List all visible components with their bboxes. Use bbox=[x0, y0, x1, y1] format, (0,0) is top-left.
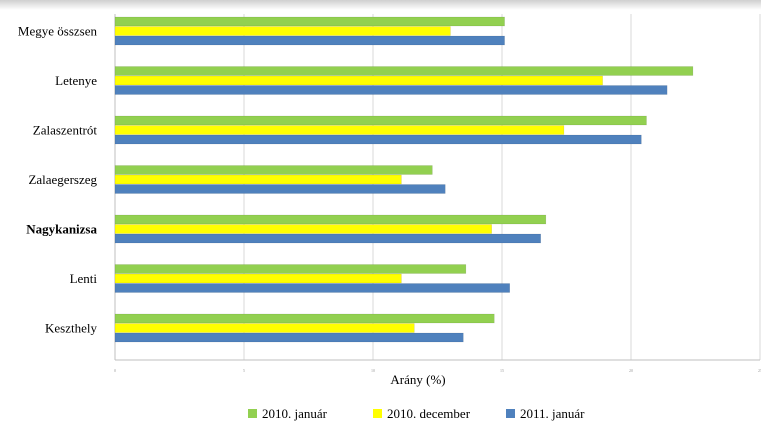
bar bbox=[114, 26, 451, 36]
bar bbox=[114, 264, 467, 274]
legend-swatch bbox=[248, 409, 257, 418]
category-label: Nagykanizsa bbox=[26, 221, 97, 236]
bar bbox=[114, 16, 505, 27]
legend-label: 2010. január bbox=[262, 406, 328, 421]
bar bbox=[114, 125, 565, 135]
category-label: Keszthely bbox=[45, 320, 97, 335]
bar bbox=[114, 174, 402, 185]
legend-swatch bbox=[373, 409, 382, 418]
category-label: Zalaszentrót bbox=[33, 122, 98, 137]
x-tick-label: 25 bbox=[758, 368, 761, 373]
bar bbox=[114, 35, 505, 46]
category-label: Zalaegerszeg bbox=[28, 172, 97, 187]
legend-label: 2011. január bbox=[520, 406, 585, 421]
bar bbox=[114, 85, 668, 95]
category-label: Megye összsen bbox=[18, 23, 98, 38]
bar bbox=[114, 323, 415, 333]
x-tick-label: 0 bbox=[114, 368, 116, 373]
bar bbox=[114, 273, 402, 284]
bar bbox=[114, 66, 694, 76]
bar bbox=[114, 75, 603, 86]
x-tick-label: 15 bbox=[500, 368, 504, 373]
bar bbox=[114, 214, 547, 225]
legend-swatch bbox=[506, 409, 515, 418]
bar bbox=[114, 233, 541, 244]
x-tick-label: 5 bbox=[243, 368, 245, 373]
bar bbox=[114, 184, 446, 194]
category-label: Letenye bbox=[55, 73, 97, 88]
bar bbox=[114, 224, 492, 234]
bar bbox=[114, 134, 642, 145]
bar bbox=[114, 165, 433, 175]
x-tick-label: 20 bbox=[629, 368, 633, 373]
legend-label: 2010. december bbox=[387, 406, 471, 421]
bar bbox=[114, 313, 495, 324]
bar bbox=[114, 115, 647, 126]
category-label: Lenti bbox=[70, 271, 98, 286]
x-tick-label: 10 bbox=[371, 368, 375, 373]
top-shadow bbox=[0, 0, 761, 10]
bar bbox=[114, 332, 464, 343]
x-axis-label: Arány (%) bbox=[390, 372, 445, 387]
bar bbox=[114, 283, 510, 293]
